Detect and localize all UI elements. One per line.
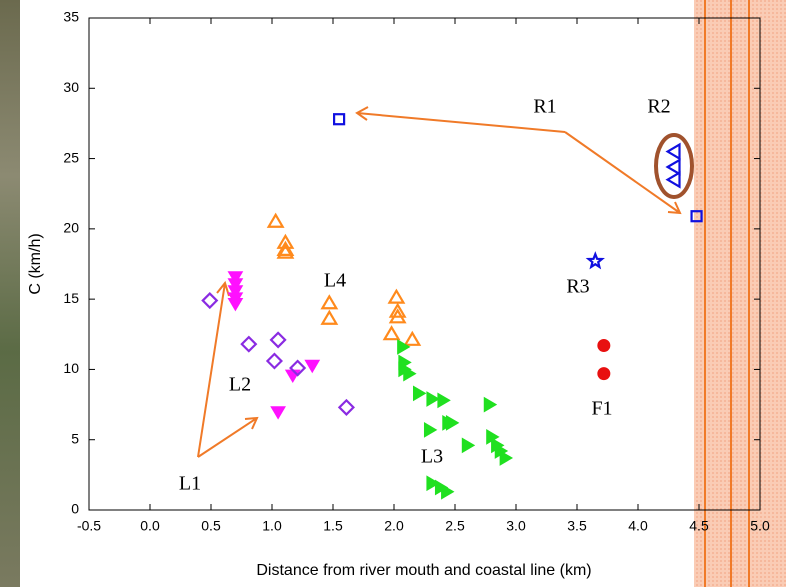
marker	[388, 308, 407, 324]
y-tick-label: 15	[63, 290, 79, 306]
marker	[423, 422, 438, 438]
r2-ellipse	[654, 133, 694, 199]
y-tick-label: 30	[63, 79, 79, 95]
marker	[483, 396, 498, 413]
x-tick-label: -0.5	[77, 518, 101, 534]
y-axis-title: C (km/h)	[27, 233, 44, 294]
y-tick-label: 5	[71, 430, 79, 446]
marker	[445, 414, 460, 431]
annotation: R2	[647, 96, 670, 118]
marker	[388, 302, 407, 318]
marker	[585, 251, 605, 270]
annotation: F1	[591, 398, 612, 420]
annotation: L3	[421, 446, 443, 468]
plot-frame	[88, 17, 761, 511]
annotation: R1	[533, 96, 556, 118]
marker	[269, 331, 287, 349]
marker	[240, 335, 258, 353]
marker	[276, 243, 295, 259]
marker	[397, 339, 411, 355]
marker	[426, 475, 440, 492]
arrow	[197, 280, 230, 458]
x-tick-label: 0.5	[201, 518, 221, 534]
x-axis-title: Distance from river mouth and coastal li…	[256, 562, 591, 579]
marker	[403, 330, 422, 346]
x-tick-label: 1.0	[262, 518, 282, 534]
marker	[413, 385, 427, 402]
marker	[426, 391, 440, 407]
marker	[227, 297, 244, 312]
marker	[597, 339, 611, 353]
marker	[461, 437, 476, 454]
marker	[320, 309, 339, 325]
arrow	[197, 416, 259, 458]
arrows	[197, 106, 682, 458]
y-tick-label: 10	[63, 360, 79, 376]
y-tick-label: 35	[63, 9, 79, 25]
y-tick-label: 0	[71, 501, 79, 517]
x-tick-label: 2.0	[384, 518, 404, 534]
x-tick-label: 0.0	[140, 518, 160, 534]
marker	[690, 210, 703, 223]
arrow	[564, 131, 682, 215]
marker	[320, 294, 339, 310]
marker	[387, 288, 406, 304]
x-tick-label: 3.5	[567, 518, 587, 534]
y-tick-label: 25	[63, 149, 79, 165]
marker	[382, 325, 401, 341]
coastal-band	[694, 0, 786, 587]
marker	[266, 212, 285, 228]
marker	[227, 278, 244, 292]
x-tick-label: 4.5	[689, 518, 709, 534]
x-tick-label: 2.5	[445, 518, 465, 534]
annotation: R3	[566, 276, 589, 298]
marker	[276, 240, 295, 256]
marker	[437, 392, 451, 409]
x-tick-label: 5.0	[750, 518, 770, 534]
marker	[227, 285, 244, 299]
x-tick-label: 1.5	[323, 518, 343, 534]
marker	[499, 450, 514, 466]
marker	[304, 359, 321, 374]
marker	[665, 142, 681, 161]
annotation: L1	[179, 473, 201, 495]
annotation: L2	[229, 374, 251, 396]
marker	[665, 158, 681, 176]
marker	[337, 398, 355, 416]
marker	[289, 359, 307, 377]
marker	[333, 113, 346, 126]
marker	[265, 352, 283, 370]
x-tick-label: 3.0	[506, 518, 526, 534]
marker	[201, 291, 219, 310]
marker	[403, 365, 417, 382]
marker	[227, 271, 244, 285]
x-tick-label: 4.0	[628, 518, 648, 534]
y-tick-label: 20	[63, 220, 79, 236]
satellite-strip	[0, 0, 20, 587]
marker	[270, 406, 286, 420]
arrow	[355, 106, 566, 133]
marker	[441, 483, 455, 500]
marker	[665, 170, 681, 189]
annotation: L4	[324, 270, 346, 292]
marker	[597, 367, 611, 381]
